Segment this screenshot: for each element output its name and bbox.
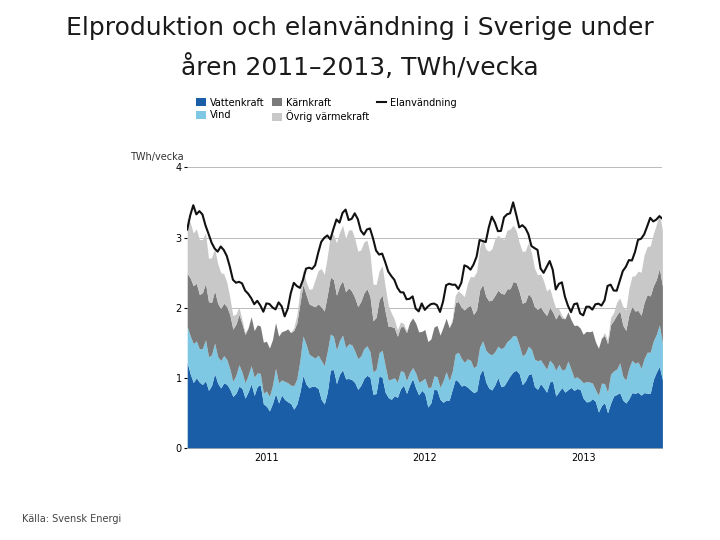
Text: Källa: Svensk Energi: Källa: Svensk Energi (22, 514, 121, 524)
Text: Elproduktion och elanvändning i Sverige under: Elproduktion och elanvändning i Sverige … (66, 16, 654, 40)
Legend: Vattenkraft, Vind, Kärnkraft, Övrig värmekraft, Elanvändning: Vattenkraft, Vind, Kärnkraft, Övrig värm… (192, 93, 461, 126)
Text: åren 2011–2013, TWh/vecka: åren 2011–2013, TWh/vecka (181, 54, 539, 80)
Text: TWh/vecka: TWh/vecka (130, 152, 184, 162)
